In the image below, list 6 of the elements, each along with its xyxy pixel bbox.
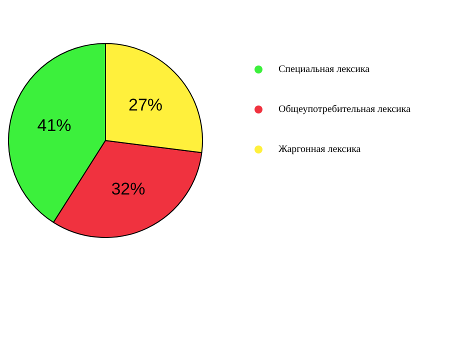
data-label: 27% — [128, 96, 163, 115]
legend-label: Жаргонная лексика — [278, 144, 362, 155]
data-label: 32% — [111, 179, 146, 198]
legend-label: Общеупотребительная лексика — [278, 104, 412, 115]
data-label: 41% — [37, 116, 72, 136]
legend-label: Специальная лексика — [278, 64, 370, 75]
